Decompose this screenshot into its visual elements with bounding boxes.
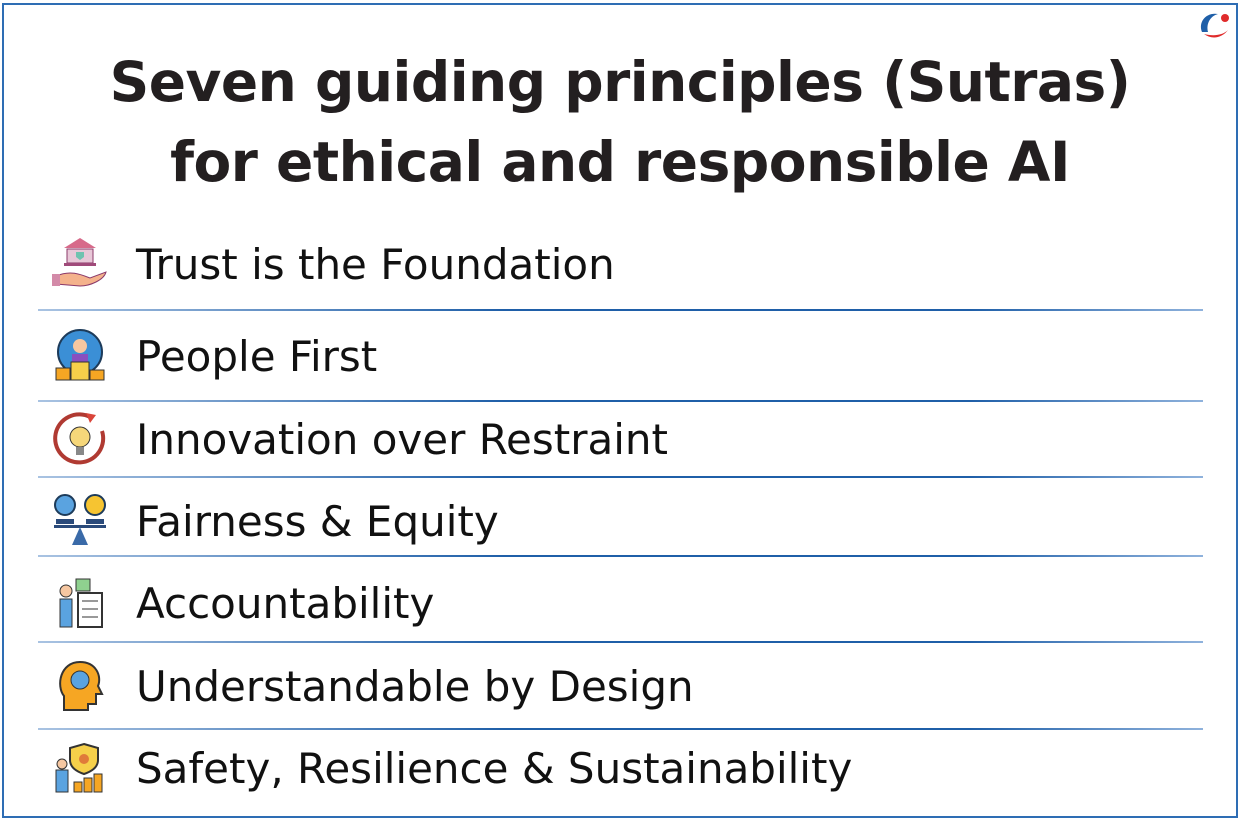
principle-row: Innovation over Restraint bbox=[38, 409, 1203, 469]
head-idea-icon bbox=[59, 660, 104, 711]
principle-row: Accountability bbox=[38, 573, 1203, 633]
principle-row: Understandable by Design bbox=[38, 656, 1203, 716]
principle-label: Trust is the Foundation bbox=[136, 239, 615, 289]
page-title: Seven guiding principles (Sutras) for eth… bbox=[0, 42, 1240, 202]
balance-scale-icon bbox=[54, 494, 106, 545]
divider bbox=[38, 309, 1203, 311]
brand-logo-icon bbox=[1200, 13, 1229, 38]
safety-shield-growth-icon bbox=[55, 742, 103, 793]
divider bbox=[38, 555, 1203, 557]
divider bbox=[38, 476, 1203, 478]
principle-row: Trust is the Foundation bbox=[38, 234, 1203, 294]
principle-label: Safety, Resilience & Sustainability bbox=[136, 743, 853, 793]
principle-row: Fairness & Equity bbox=[38, 491, 1203, 551]
divider bbox=[38, 641, 1203, 643]
title-line-1: Seven guiding principles (Sutras) bbox=[109, 50, 1131, 114]
hand-bank-shield-icon bbox=[52, 238, 107, 287]
principle-row: Safety, Resilience & Sustainability bbox=[38, 738, 1203, 798]
principle-label: Accountability bbox=[136, 578, 435, 628]
title-line-2: for ethical and responsible AI bbox=[170, 130, 1070, 194]
principle-row: People First bbox=[38, 326, 1203, 386]
principle-label: Fairness & Equity bbox=[136, 496, 499, 546]
principle-label: Innovation over Restraint bbox=[136, 414, 668, 464]
frame-border bbox=[2, 3, 1238, 818]
divider bbox=[38, 400, 1203, 402]
lightbulb-cycle-icon bbox=[53, 412, 106, 465]
principle-label: Understandable by Design bbox=[136, 661, 694, 711]
principle-label: People First bbox=[136, 331, 378, 381]
divider bbox=[38, 728, 1203, 730]
person-globe-podium-icon bbox=[55, 329, 105, 381]
person-checklist-icon bbox=[59, 578, 103, 628]
